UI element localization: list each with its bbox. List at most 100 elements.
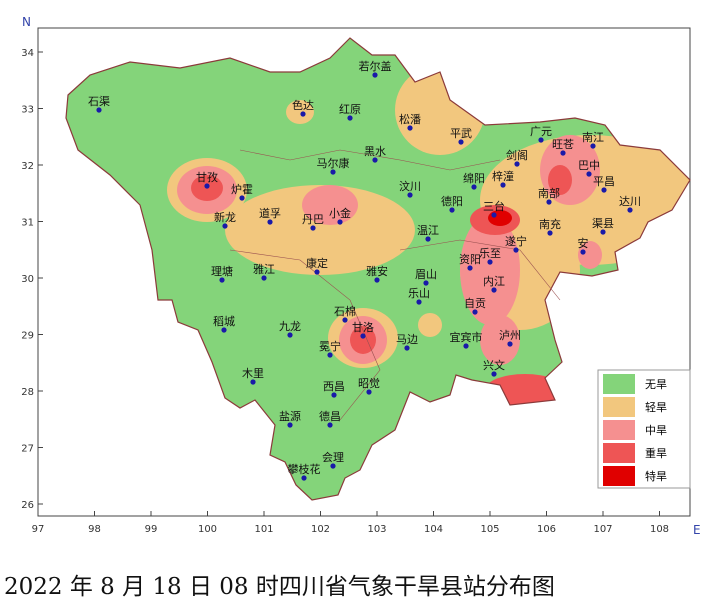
legend-swatch xyxy=(603,443,635,463)
city-label: 盐源 xyxy=(279,409,301,423)
city-label: 南江 xyxy=(582,131,604,144)
city-label: 石棉 xyxy=(334,304,356,318)
city-dot xyxy=(347,115,353,121)
city-dot xyxy=(546,199,552,205)
legend-label: 重旱 xyxy=(645,446,667,460)
city-dot xyxy=(287,422,293,428)
city-label: 会理 xyxy=(322,451,344,464)
x-tick-label: 97 xyxy=(32,524,45,535)
city-dot xyxy=(600,229,606,235)
city-label: 稻城 xyxy=(213,315,235,328)
y-tick-label: 32 xyxy=(21,161,34,172)
city-label: 平昌 xyxy=(593,175,615,188)
city-dot xyxy=(314,269,320,275)
legend-swatch xyxy=(603,420,635,440)
city-dot xyxy=(586,171,592,177)
city-dot xyxy=(300,111,306,117)
city-dot xyxy=(463,343,469,349)
city-dot xyxy=(372,72,378,78)
city-dot xyxy=(491,371,497,377)
x-tick-label: 107 xyxy=(593,524,612,535)
city-dot xyxy=(425,236,431,242)
x-tick-label: 101 xyxy=(254,524,273,535)
city-dot xyxy=(267,219,273,225)
city-dot xyxy=(458,139,464,145)
city-label: 西昌 xyxy=(323,380,345,393)
city-label: 兴文 xyxy=(483,358,505,372)
x-tick-label: 98 xyxy=(88,524,101,535)
city-label: 三台 xyxy=(483,199,505,213)
city-label: 昭觉 xyxy=(358,377,380,390)
city-label: 汶川 xyxy=(399,179,421,193)
city-label: 安 xyxy=(578,236,589,250)
city-label: 新龙 xyxy=(214,210,236,224)
city-label: 绵阳 xyxy=(463,171,485,185)
city-dot xyxy=(513,247,519,253)
city-dot xyxy=(514,161,520,167)
city-dot xyxy=(491,287,497,293)
x-tick-label: 102 xyxy=(311,524,330,535)
city-label: 雅安 xyxy=(366,264,388,278)
city-dot xyxy=(507,341,513,347)
city-label: 梓潼 xyxy=(492,169,514,183)
city-dot xyxy=(416,299,422,305)
city-dot xyxy=(471,184,477,190)
city-label: 道孚 xyxy=(259,206,281,220)
city-dot xyxy=(580,249,586,255)
y-tick-label: 34 xyxy=(21,48,34,59)
city-label: 木里 xyxy=(242,367,264,380)
x-tick-label: 108 xyxy=(650,524,669,535)
city-label: 甘孜 xyxy=(196,170,218,184)
city-dot xyxy=(487,259,493,265)
city-label: 剑阁 xyxy=(506,148,528,162)
city-label: 马边 xyxy=(396,333,418,346)
city-label: 九龙 xyxy=(279,320,301,333)
city-dot xyxy=(330,169,336,175)
city-dot xyxy=(601,187,607,193)
city-dot xyxy=(221,327,227,333)
x-tick-label: 106 xyxy=(537,524,556,535)
city-label: 遂宁 xyxy=(505,234,527,248)
city-label: 德昌 xyxy=(319,409,341,423)
city-label: 丹巴 xyxy=(302,213,324,226)
city-label: 甘洛 xyxy=(352,320,374,334)
y-tick-label: 33 xyxy=(21,105,34,116)
boundary xyxy=(239,149,501,171)
city-label: 松潘 xyxy=(399,112,421,126)
city-label: 炉霍 xyxy=(231,183,253,196)
legend-swatch xyxy=(603,466,635,486)
x-tick-label: 104 xyxy=(424,524,443,535)
city-dot xyxy=(467,265,473,271)
city-dot xyxy=(538,137,544,143)
city-dot xyxy=(366,389,372,395)
y-tick-label: 27 xyxy=(21,444,34,455)
city-label: 雅江 xyxy=(253,262,275,276)
city-dot xyxy=(239,195,245,201)
city-label: 德阳 xyxy=(441,194,463,208)
city-label: 冕宁 xyxy=(319,339,341,353)
y-tick-label: 30 xyxy=(21,274,34,285)
city-label: 平武 xyxy=(450,127,472,140)
city-dot xyxy=(449,207,455,213)
city-label: 宜宾市 xyxy=(450,330,483,344)
boundary xyxy=(229,249,381,421)
city-label: 广元 xyxy=(530,125,552,138)
city-dot xyxy=(310,225,316,231)
city-dot xyxy=(327,422,333,428)
city-dot xyxy=(261,275,267,281)
city-dot xyxy=(337,219,343,225)
legend-swatch xyxy=(603,374,635,394)
city-dot xyxy=(204,183,210,189)
city-dot xyxy=(472,309,478,315)
city-label: 乐至 xyxy=(479,247,501,260)
caption: 2022 年 8 月 18 日 08 时四川省气象干旱县站分布图 xyxy=(4,574,555,600)
city-dot xyxy=(342,317,348,323)
city-dot xyxy=(327,352,333,358)
city-dot xyxy=(330,463,336,469)
city-dot xyxy=(222,223,228,229)
city-dot xyxy=(500,182,506,188)
x-tick-label: 105 xyxy=(480,524,499,535)
city-label: 眉山 xyxy=(415,268,437,281)
city-label: 乐山 xyxy=(408,287,430,300)
